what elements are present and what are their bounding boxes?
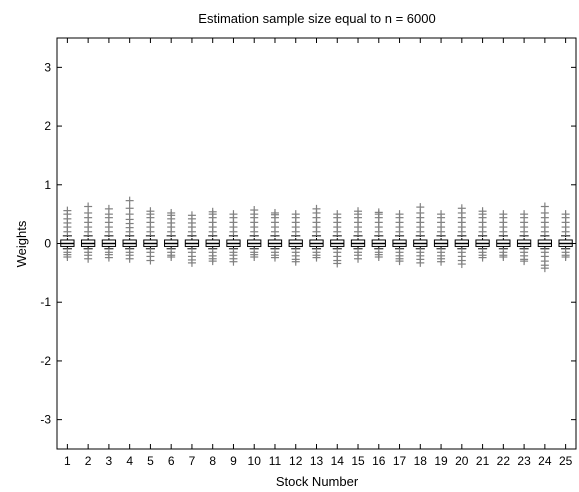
x-tick-label: 2 [85, 454, 92, 468]
x-axis-label: Stock Number [276, 474, 359, 489]
x-tick-label: 3 [106, 454, 113, 468]
x-tick-label: 20 [455, 454, 469, 468]
x-tick-label: 10 [248, 454, 262, 468]
y-tick-label: 0 [44, 237, 51, 251]
x-tick-label: 14 [331, 454, 345, 468]
x-tick-label: 1 [64, 454, 71, 468]
x-tick-label: 21 [476, 454, 490, 468]
x-tick-label: 17 [393, 454, 407, 468]
x-tick-label: 9 [230, 454, 237, 468]
x-tick-label: 18 [414, 454, 428, 468]
y-tick-label: 2 [44, 119, 51, 133]
x-tick-label: 23 [517, 454, 531, 468]
x-tick-label: 4 [126, 454, 133, 468]
y-axis-label: Weights [14, 220, 29, 267]
x-tick-label: 25 [559, 454, 573, 468]
x-tick-label: 7 [189, 454, 196, 468]
x-tick-label: 8 [209, 454, 216, 468]
x-tick-label: 6 [168, 454, 175, 468]
y-tick-label: -2 [40, 354, 51, 368]
plot-frame [56, 37, 577, 450]
x-tick-label: 12 [289, 454, 303, 468]
y-tick-label: 3 [44, 60, 51, 74]
x-tick-label: 11 [269, 454, 282, 468]
x-tick-label: 16 [372, 454, 386, 468]
y-tick-label: -3 [40, 413, 51, 427]
x-tick-label: 15 [351, 454, 365, 468]
x-tick-label: 19 [434, 454, 448, 468]
chart-title: Estimation sample size equal to n = 6000 [198, 11, 435, 26]
y-tick-label: 1 [44, 178, 51, 192]
x-tick-label: 13 [310, 454, 324, 468]
y-tick-label: -1 [40, 295, 51, 309]
x-tick-label: 24 [538, 454, 552, 468]
x-tick-label: 22 [497, 454, 511, 468]
x-tick-label: 5 [147, 454, 154, 468]
